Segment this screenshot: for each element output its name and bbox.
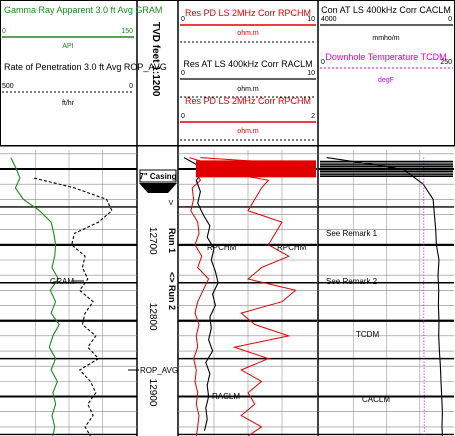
caclm-title: Con AT LS 400kHz Corr CACLM (321, 5, 451, 15)
caclm-unit: mmho/m (372, 35, 399, 42)
log-grid (0, 150, 454, 436)
gram-unit: API (62, 43, 73, 50)
tcdm-unit: degF (378, 77, 394, 84)
run2-label: <> Run 2 (167, 272, 177, 310)
curve-rpchm-2 (189, 157, 216, 436)
caclm-scale-max: 0 (448, 16, 452, 23)
raclm-unit: ohm.m (237, 86, 259, 93)
depth-tick-label: 12800 (147, 303, 158, 331)
curve-raclm-4 (183, 157, 219, 431)
casing-label: 7" Casing (139, 172, 176, 181)
rop-curve-label: ROP_AVG (140, 366, 178, 375)
rpchm-unit: ohm.m (237, 30, 259, 37)
raclm-title: Res AT LS 400kHz Corr RACLM (183, 59, 312, 69)
depth-track-title: TVD feet 1:1200 (150, 22, 161, 97)
rop-unit: ft/hr (62, 100, 75, 107)
rop-scale-max: 0 (129, 83, 133, 90)
caclm-curve-label: CACLM (362, 395, 390, 404)
gram-scale-min: 0 (2, 28, 6, 35)
rpchm-curve-label-b: RPCHM (277, 243, 307, 252)
gram-title: Gamma Ray Apparent 3.0 ft Avg GRAM (4, 5, 162, 15)
log-curves (10, 157, 453, 436)
rpchm-title: Res PD LS 2MHz Corr RPCHM (185, 8, 311, 18)
v-mark: V (169, 200, 174, 207)
tcdm-curve-label: TCDM (356, 330, 379, 339)
curve-rpchm-3 (200, 157, 317, 436)
depth-tick-label: 12900 (147, 379, 158, 407)
run1-label: Run 1 (167, 228, 177, 253)
raclm-scale-max: 10 (307, 70, 315, 77)
caclm-scale-min: 4000 (321, 16, 337, 23)
rpchm-scale-min: 0 (181, 16, 185, 23)
depth-tick-label: 12700 (147, 227, 158, 255)
casing-marker: 7" Casing (139, 169, 177, 193)
rpchm-scale-max: 10 (307, 16, 315, 23)
raclm-curve-label: RACLM (212, 392, 240, 401)
casing-box (139, 169, 177, 183)
raclm-scale-min: 0 (181, 70, 185, 77)
rpchm2-title: Res PD LS 2MHz Corr RPCHM (185, 96, 311, 106)
rop-scale-min: 500 (2, 83, 14, 90)
rpchm2-scale-max: 2 (311, 113, 315, 120)
casing-shoe-icon (139, 183, 177, 193)
rop-title: Rate of Penetration 3.0 ft Avg ROP_AVG (4, 62, 167, 72)
gram-curve-label: GRAM (50, 277, 74, 286)
rpchm-curve-label-a: RPCHM (207, 243, 237, 252)
tcdm-scale-min: 0 (321, 59, 325, 66)
gram-scale-max: 150 (121, 28, 133, 35)
rpchm2-unit: ohm.m (237, 128, 259, 135)
curve-rop_avg-1 (34, 177, 113, 436)
remark1-label: See Remark 1 (326, 229, 378, 238)
curve-caclm-5 (326, 157, 443, 436)
rpchm2-scale-min: 0 (181, 113, 185, 120)
curve-tcdm-6 (423, 157, 425, 436)
tcdm-title: Downhole Temperature TCDM (325, 52, 446, 62)
depth-labels: 12700 12800 12900 (147, 227, 158, 407)
header-frame (0, 0, 455, 146)
tcdm-scale-max: 250 (440, 59, 452, 66)
remark2-label: See Remark 2 (326, 277, 378, 286)
curve-gram-0 (10, 157, 60, 436)
